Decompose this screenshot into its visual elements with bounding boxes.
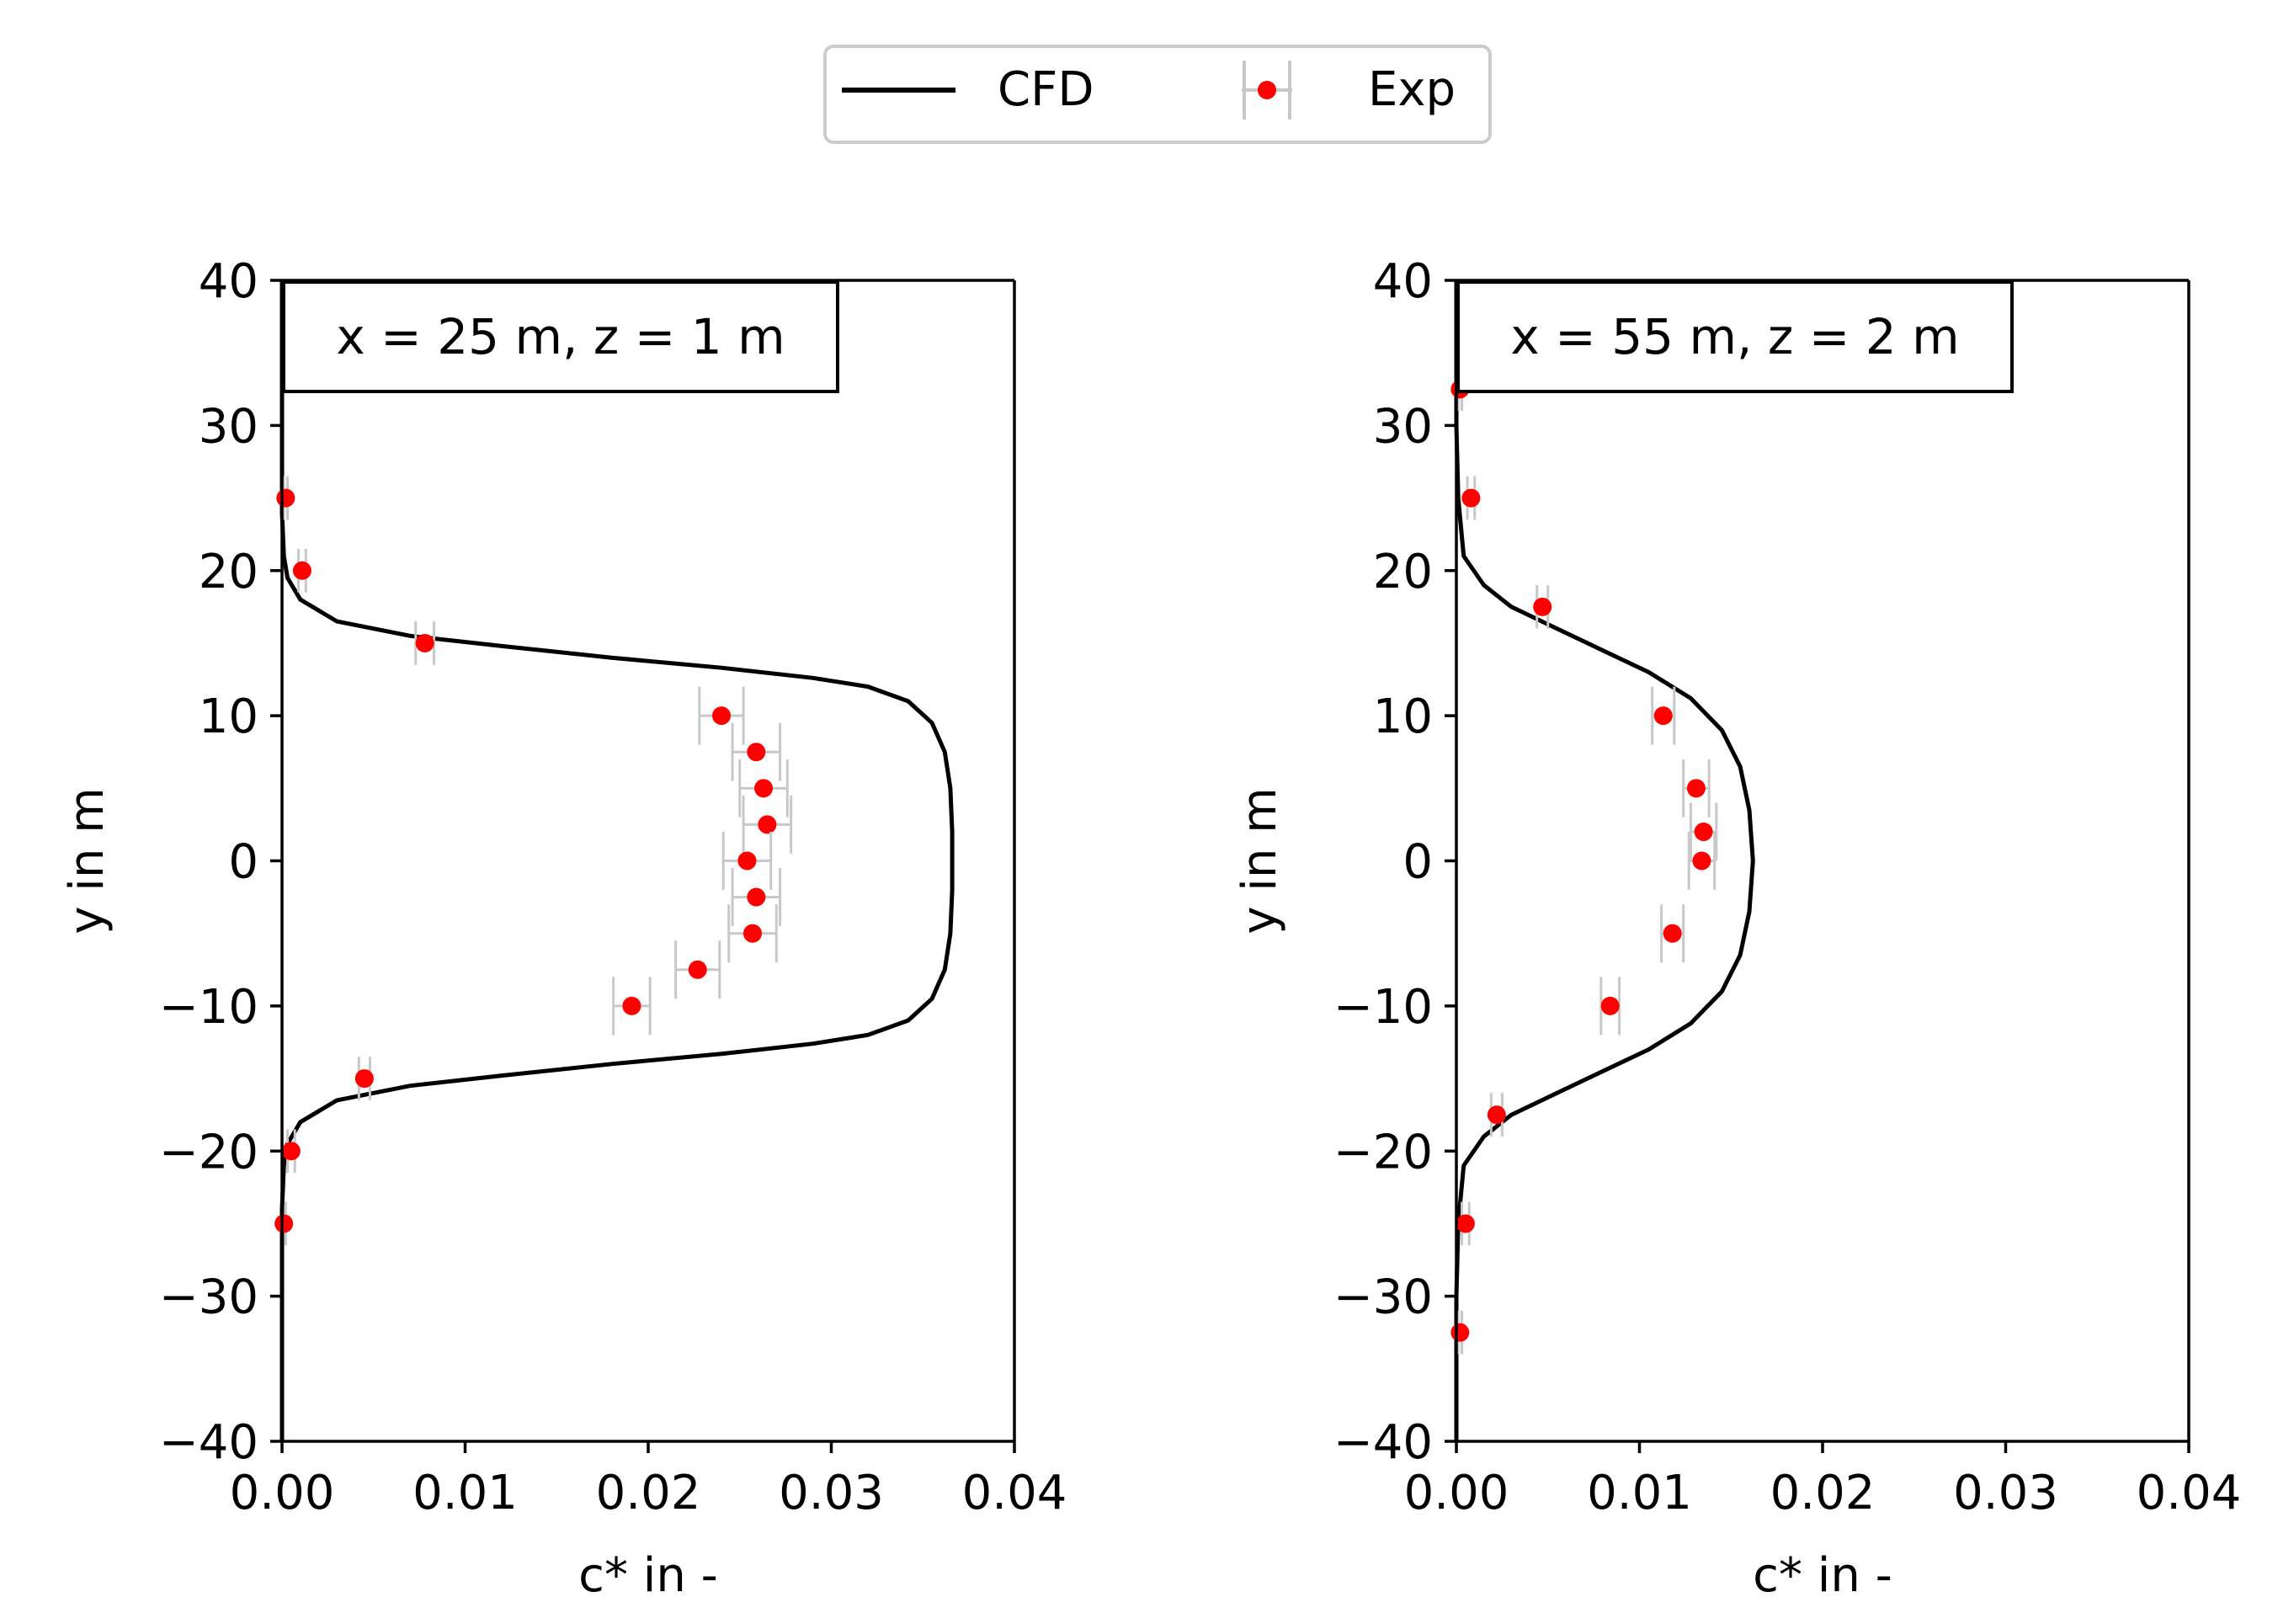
right-y-tick-label: −40 <box>1333 1415 1433 1470</box>
legend-exp-marker <box>1258 81 1276 99</box>
left-exp-point <box>276 488 295 508</box>
legend: CFD Exp <box>823 45 1492 144</box>
left-y-tick-label: 40 <box>199 254 258 309</box>
legend-frame <box>823 45 1492 144</box>
right-exp-point <box>1600 996 1620 1015</box>
left-exp-point <box>754 779 774 798</box>
left-exp-point <box>688 960 707 979</box>
left-exp-point <box>622 996 641 1015</box>
right-exp-point <box>1663 924 1682 943</box>
right-y-tick-label: 10 <box>1373 690 1433 744</box>
left-y-tick-label: 0 <box>228 835 258 890</box>
left-x-tick-label: 0.00 <box>230 1466 335 1520</box>
panel-right: x = 55 m, z = 2 m c* in - y in m 0.00 0.0… <box>1232 254 2241 1603</box>
right-exp-point <box>1653 706 1673 726</box>
right-y-tick-label: −20 <box>1333 1125 1433 1179</box>
left-y-axis-label: y in m <box>60 787 114 934</box>
left-exp-point <box>292 561 311 580</box>
left-x-axis-label: c* in - <box>578 1548 718 1603</box>
left-exp-point <box>712 706 731 726</box>
left-y-tick-label: −10 <box>159 980 258 1035</box>
right-exp-point <box>1487 1105 1506 1125</box>
left-exp-point <box>415 633 434 652</box>
left-annotation-box <box>282 280 839 393</box>
left-x-tick-label: 0.04 <box>962 1466 1067 1520</box>
right-y-tick-label: 20 <box>1373 545 1433 599</box>
right-x-tick-label: 0.02 <box>1770 1466 1876 1520</box>
left-x-tick-label: 0.03 <box>779 1466 884 1520</box>
right-y-tick-label: 40 <box>1373 254 1433 309</box>
right-exp-point <box>1450 1323 1470 1342</box>
left-y-tick-label: −40 <box>159 1415 258 1470</box>
right-y-tick-label: 0 <box>1402 835 1433 890</box>
right-exp-point <box>1692 851 1711 871</box>
right-x-tick-label: 0.04 <box>2137 1466 2242 1520</box>
legend-exp-label: Exp <box>1368 62 1456 117</box>
left-exp-point <box>747 887 766 907</box>
left-exp-point <box>758 815 777 834</box>
right-x-tick-label: 0.03 <box>1953 1466 2058 1520</box>
right-y-axis-label: y in m <box>1232 787 1287 934</box>
right-exp-point <box>1533 597 1552 616</box>
left-cfd-line <box>279 280 955 1441</box>
left-x-tick-label: 0.02 <box>596 1466 701 1520</box>
left-y-tick-label: 20 <box>199 545 258 599</box>
right-y-tick-label: −10 <box>1333 980 1433 1035</box>
panel-left: x = 25 m, z = 1 m c* in - y in m 0.00 0.0… <box>60 254 1067 1603</box>
right-y-tick-label: −30 <box>1333 1270 1433 1325</box>
left-exp-point <box>274 1214 294 1233</box>
left-exp-point <box>737 851 757 871</box>
right-exp-point <box>1686 779 1706 798</box>
left-y-tick-label: −30 <box>159 1270 258 1325</box>
left-exp-point <box>281 1142 301 1161</box>
right-annotation-box <box>1456 280 2014 393</box>
left-y-tick-label: 10 <box>199 690 258 744</box>
left-y-tick-label: −20 <box>159 1125 258 1179</box>
left-y-tick-label: 30 <box>199 399 258 454</box>
right-cfd-line <box>1454 280 1755 1441</box>
right-exp-point <box>1461 488 1481 508</box>
left-annotation-text: x = 25 m, z = 1 m <box>336 308 785 365</box>
left-exp-point <box>354 1069 374 1089</box>
right-exp-point <box>1694 823 1713 842</box>
right-x-axis-label: c* in - <box>1753 1548 1892 1603</box>
right-x-tick-label: 0.01 <box>1587 1466 1692 1520</box>
legend-cfd-label: CFD <box>998 62 1094 117</box>
right-y-tick-label: 30 <box>1373 399 1433 454</box>
right-exp-point <box>1456 1214 1475 1233</box>
right-x-tick-label: 0.00 <box>1404 1466 1509 1520</box>
left-exp-point <box>747 743 766 762</box>
left-exp-point <box>742 924 762 943</box>
left-x-tick-label: 0.01 <box>412 1466 518 1520</box>
right-annotation-text: x = 55 m, z = 2 m <box>1510 308 1959 365</box>
